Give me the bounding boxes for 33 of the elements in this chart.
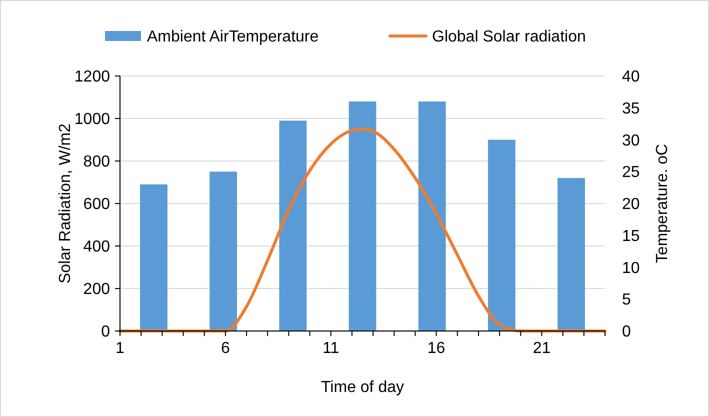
y-tick-label: 200 [83,281,110,298]
y-axis-title: Solar Radiation, W/m2 [57,123,74,284]
x-tick-label: 6 [220,340,230,357]
y2-tick-label: 15 [622,228,640,245]
x-tick-label: 16 [427,340,446,357]
y2-tick-label: 10 [622,260,640,277]
x-tick-label: 21 [532,340,551,357]
y2-tick-label: 35 [622,100,640,118]
x-tick-label: 1 [116,340,125,357]
y-tick-label: 1200 [74,68,110,86]
bar [140,184,168,331]
bar [558,178,585,331]
y2-tick-label: 30 [622,132,640,150]
legend-label: Ambient AirTemperature [147,28,319,46]
y2-tick-label: 0 [622,324,631,341]
y2-tick-label: 5 [622,292,631,309]
bar [418,102,446,331]
legend-label: Global Solar radiation [432,28,586,46]
y2-axis-title: Temperature. oC [654,144,671,264]
x-axis-title: Time of day [321,379,404,396]
y-tick-label: 400 [83,238,110,256]
bar [210,172,238,331]
y-tick-label: 800 [83,154,110,171]
y-tick-label: 600 [83,196,110,214]
y-tick-label: 1000 [74,111,110,128]
bar [348,102,376,331]
y2-tick-label: 25 [622,164,640,182]
y-tick-label: 0 [101,324,110,341]
x-tick-label: 11 [322,340,340,357]
y2-tick-label: 20 [622,196,640,214]
bar [279,120,307,331]
bar [488,140,516,331]
y2-tick-label: 40 [622,68,640,86]
